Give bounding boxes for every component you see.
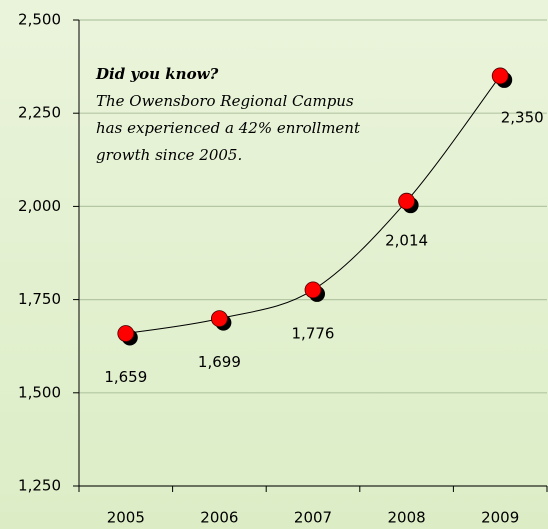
x-tick-label: 2008 bbox=[388, 509, 426, 527]
data-label: 1,699 bbox=[198, 353, 241, 371]
marker bbox=[210, 310, 228, 328]
marker bbox=[304, 281, 322, 299]
annotation-line: The Owensboro Regional Campus bbox=[96, 92, 354, 110]
y-tick-label: 2,000 bbox=[18, 197, 61, 215]
annotation-line: has experienced a 42% enrollment bbox=[96, 119, 361, 137]
data-label: 1,659 bbox=[104, 368, 147, 386]
line bbox=[125, 75, 501, 335]
x-tick-label: 2009 bbox=[481, 509, 519, 527]
marker bbox=[398, 192, 416, 210]
x-tick-label: 2006 bbox=[200, 509, 238, 527]
x-tick-label: 2005 bbox=[107, 509, 145, 527]
data-label: 2,014 bbox=[385, 232, 428, 250]
data-label: 2,350 bbox=[501, 108, 544, 126]
y-tick-label: 1,750 bbox=[18, 290, 61, 308]
y-tick-label: 1,500 bbox=[18, 383, 61, 401]
y-tick-label: 2,500 bbox=[18, 11, 61, 29]
marker bbox=[491, 67, 509, 85]
annotation-title: Did you know? bbox=[95, 65, 218, 83]
y-tick-label: 1,250 bbox=[18, 477, 61, 495]
x-tick-label: 2007 bbox=[294, 509, 332, 527]
y-tick-label: 2,250 bbox=[18, 104, 61, 122]
annotation-line: growth since 2005. bbox=[96, 146, 242, 164]
marker bbox=[117, 325, 135, 342]
data-label: 1,776 bbox=[292, 324, 335, 342]
